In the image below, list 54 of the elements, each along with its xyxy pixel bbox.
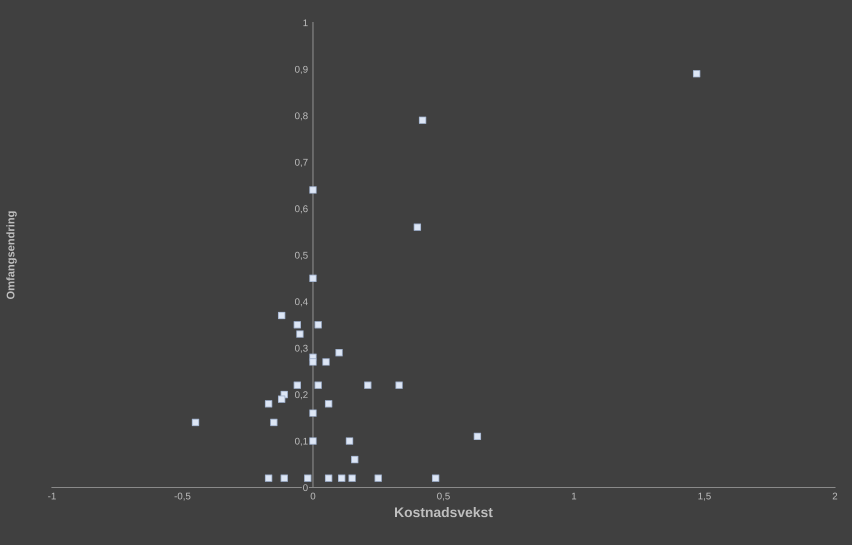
point xyxy=(374,474,382,482)
y-tick-label: 0,2 xyxy=(294,391,308,400)
x-tick-label: -1 xyxy=(48,492,56,500)
point xyxy=(309,274,317,282)
y-tick-label: 0,3 xyxy=(294,344,308,353)
point xyxy=(418,116,426,124)
point xyxy=(335,349,343,356)
point xyxy=(692,70,700,78)
y-tick-label: 0,6 xyxy=(294,205,308,214)
point xyxy=(270,418,278,426)
point xyxy=(309,358,317,366)
point xyxy=(314,321,322,328)
point xyxy=(309,409,317,417)
point xyxy=(414,223,422,231)
x-tick-label: 1,5 xyxy=(698,492,711,501)
point xyxy=(474,432,482,440)
point xyxy=(309,437,317,445)
y-tick-label: 0,9 xyxy=(294,66,308,74)
point xyxy=(278,396,286,403)
point xyxy=(346,437,354,445)
point xyxy=(280,474,288,482)
x-tick-label: -0,5 xyxy=(174,492,190,501)
x-tick-label: 0,5 xyxy=(437,492,450,501)
point xyxy=(294,382,301,389)
point xyxy=(304,474,312,482)
point xyxy=(395,382,403,389)
point xyxy=(296,330,304,338)
y-tick-label: 0,8 xyxy=(294,112,308,120)
point xyxy=(264,474,272,482)
y-tick-label: 0,4 xyxy=(294,298,308,306)
point xyxy=(278,312,286,320)
point xyxy=(192,418,200,426)
point xyxy=(294,321,301,328)
point xyxy=(324,474,332,482)
y-tick-label: 1 xyxy=(303,19,308,26)
point xyxy=(322,358,330,366)
point xyxy=(264,400,272,408)
point xyxy=(364,382,372,389)
point xyxy=(338,474,346,482)
y-tick-label: 0,1 xyxy=(294,438,308,446)
x-axis-title: Kostnadsvekst xyxy=(395,506,493,518)
point xyxy=(309,186,317,194)
y-tick-label: 0,5 xyxy=(294,252,308,260)
x-tick-label: 1 xyxy=(572,492,576,500)
x-tick-label: 0 xyxy=(310,492,316,500)
point xyxy=(432,474,440,482)
point xyxy=(351,456,358,464)
y-axis-title: Omfangsendring xyxy=(6,211,17,300)
y-tick-label: 0 xyxy=(303,484,308,492)
point xyxy=(324,400,332,408)
x-tick-label: 2 xyxy=(832,492,838,500)
y-tick-label: 0,7 xyxy=(294,158,308,167)
point xyxy=(314,382,322,389)
point xyxy=(348,474,356,482)
